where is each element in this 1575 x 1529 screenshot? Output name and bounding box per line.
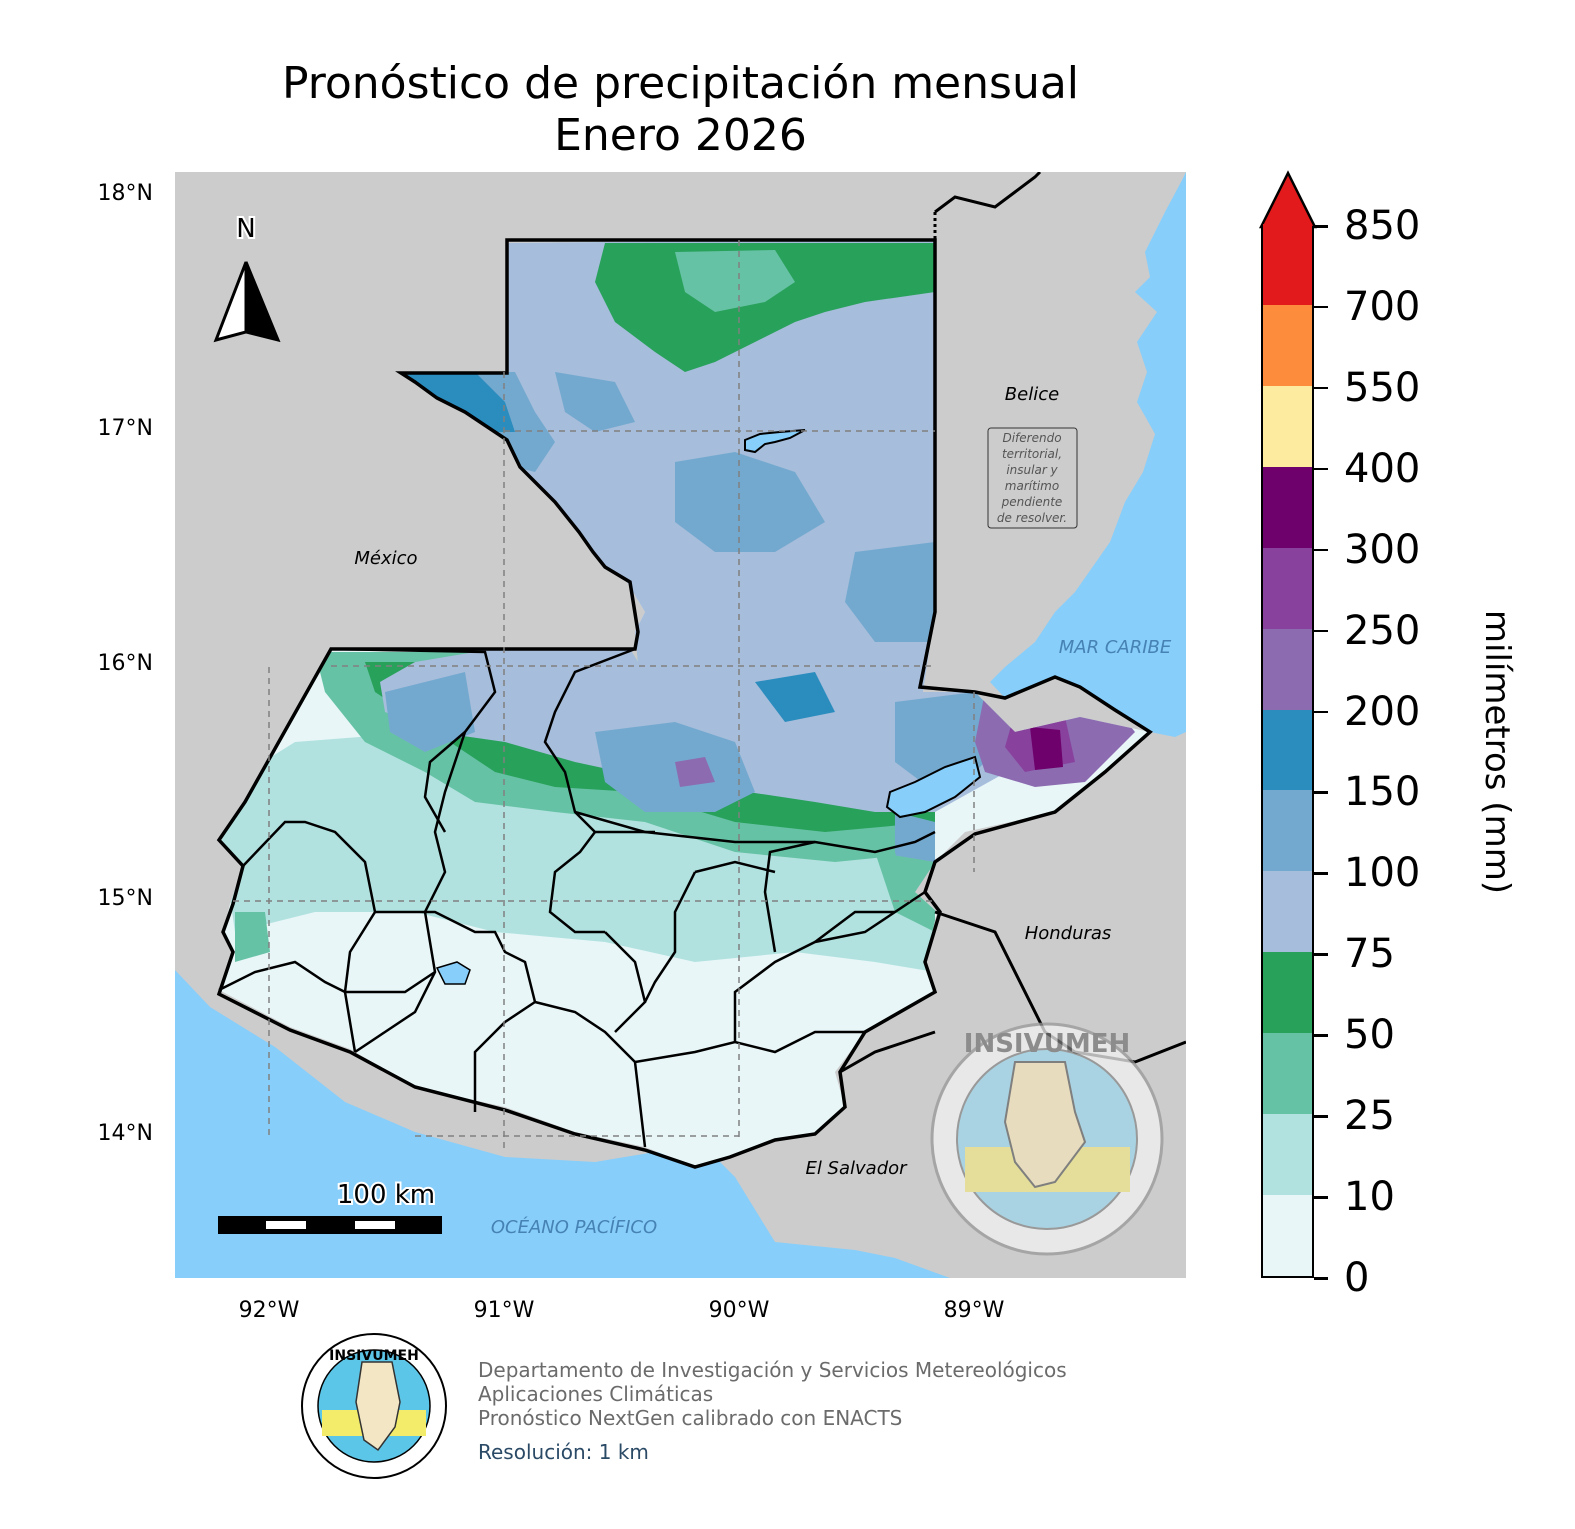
colorbar-tick bbox=[1314, 1115, 1328, 1118]
colorbar-tick-label: 700 bbox=[1344, 283, 1421, 330]
colorbar-tick bbox=[1314, 1277, 1328, 1280]
lat-tick-15n: 15°N bbox=[97, 886, 153, 911]
colorbar-tick bbox=[1314, 953, 1328, 956]
lat-tick-14n: 14°N bbox=[97, 1121, 153, 1146]
guatemala-border bbox=[216, 238, 1153, 1169]
colorbar-segment bbox=[1263, 870, 1312, 953]
svg-text:N: N bbox=[236, 214, 255, 244]
label-el-salvador: El Salvador bbox=[805, 1158, 908, 1179]
label-belice: Belice bbox=[1005, 384, 1059, 405]
colorbar-tick-label: 10 bbox=[1344, 1174, 1395, 1221]
colorbar-tick bbox=[1314, 225, 1328, 228]
footer-section: Aplicaciones Climáticas bbox=[478, 1382, 714, 1406]
footer-resolution: Resolución: 1 km bbox=[478, 1440, 649, 1464]
lon-tick-89w: 89°W bbox=[943, 1298, 1005, 1323]
lat-tick-18n: 18°N bbox=[97, 181, 153, 206]
colorbar-tick bbox=[1314, 872, 1328, 875]
lake-peten-itza bbox=[744, 429, 806, 454]
label-mexico: México bbox=[354, 548, 417, 569]
colorbar-segment bbox=[1263, 304, 1312, 386]
pacific-ocean bbox=[175, 970, 950, 1278]
lon-tick-91w: 91°W bbox=[473, 1298, 535, 1323]
svg-text:INSIVUMEH: INSIVUMEH bbox=[964, 1029, 1130, 1059]
colorbar-segment bbox=[1263, 628, 1312, 710]
colorbar-tick-label: 100 bbox=[1344, 850, 1421, 897]
map-title: Pronóstico de precipitación mensual bbox=[281, 58, 1080, 109]
colorbar bbox=[1261, 223, 1314, 1278]
colorbar-tick bbox=[1314, 305, 1328, 309]
label-oceano-pacifico: OCÉANO PACÍFICO bbox=[491, 1216, 657, 1238]
colorbar-segment bbox=[1263, 1032, 1312, 1115]
svg-text:100 km: 100 km bbox=[337, 1180, 435, 1210]
footer-method: Pronóstico NextGen calibrado con ENACTS bbox=[478, 1406, 903, 1430]
colorbar-tick-label: 50 bbox=[1344, 1012, 1395, 1059]
precipitation-map: México Belice Honduras El Salvador MAR C… bbox=[175, 172, 1186, 1278]
colorbar-tick-label: 850 bbox=[1344, 203, 1421, 249]
svg-text:insular y: insular y bbox=[1006, 463, 1058, 477]
insivumeh-watermark-icon: INSIVUMEH bbox=[930, 1022, 1164, 1256]
colorbar-tick bbox=[1314, 386, 1328, 390]
label-mar-caribe: MAR CARIBE bbox=[1059, 637, 1172, 658]
colorbar-tick-label: 250 bbox=[1344, 607, 1421, 654]
graticule bbox=[233, 240, 975, 1152]
label-honduras: Honduras bbox=[1025, 923, 1112, 944]
department-borders bbox=[218, 647, 936, 1148]
colorbar-tick-label: 0 bbox=[1344, 1255, 1370, 1301]
colorbar-tick bbox=[1314, 1196, 1328, 1199]
lat-tick-17n: 17°N bbox=[97, 416, 153, 441]
colorbar-tick-label: 25 bbox=[1344, 1093, 1395, 1140]
caribbean-sea bbox=[990, 172, 1186, 737]
svg-text:Diferendo: Diferendo bbox=[1002, 431, 1061, 445]
map-subtitle: Enero 2026 bbox=[554, 110, 807, 161]
colorbar-segment bbox=[1263, 951, 1312, 1034]
insivumeh-logo-icon: INSIVUMEH bbox=[301, 1333, 447, 1479]
colorbar-tick bbox=[1314, 791, 1328, 794]
colorbar-segment bbox=[1263, 466, 1312, 548]
lon-tick-92w: 92°W bbox=[238, 1298, 300, 1323]
lon-tick-90w: 90°W bbox=[708, 1298, 770, 1323]
svg-text:INSIVUMEH: INSIVUMEH bbox=[329, 1348, 419, 1364]
colorbar-tick bbox=[1314, 548, 1328, 552]
colorbar-segment bbox=[1263, 709, 1312, 791]
colorbar-segment bbox=[1263, 385, 1312, 467]
colorbar-tick-label: 75 bbox=[1344, 931, 1395, 978]
lake-izabal bbox=[885, 755, 982, 819]
scale-bar: 100 km bbox=[218, 1178, 442, 1234]
colorbar-segment bbox=[1263, 547, 1312, 629]
colorbar-segment bbox=[1263, 1113, 1312, 1196]
north-arrow-icon: N bbox=[213, 212, 281, 343]
colorbar-tick-label: 400 bbox=[1344, 445, 1421, 492]
svg-text:marítimo: marítimo bbox=[1005, 479, 1059, 493]
colorbar-segment bbox=[1263, 223, 1312, 305]
colorbar-tick bbox=[1314, 629, 1328, 633]
dispute-note: Diferendo territorial, insular y marítim… bbox=[987, 427, 1078, 529]
footer-department: Departamento de Investigación y Servicio… bbox=[478, 1358, 1067, 1382]
belize-border bbox=[918, 212, 976, 694]
colorbar-tick bbox=[1314, 1034, 1328, 1037]
mexico-belize-border bbox=[934, 172, 1042, 214]
lake-atitlan bbox=[435, 961, 471, 985]
colorbar-tick-label: 150 bbox=[1344, 769, 1421, 816]
svg-text:pendiente: pendiente bbox=[1001, 495, 1063, 509]
colorbar-tick-label: 550 bbox=[1344, 364, 1421, 411]
lat-tick-16n: 16°N bbox=[97, 651, 153, 676]
colorbar-segment bbox=[1263, 789, 1312, 872]
svg-text:territorial,: territorial, bbox=[1002, 447, 1062, 461]
colorbar-tick-label: 200 bbox=[1344, 688, 1421, 735]
svg-text:de resolver.: de resolver. bbox=[997, 511, 1067, 525]
colorbar-tick-label: 300 bbox=[1344, 526, 1421, 573]
colorbar-tick bbox=[1314, 467, 1328, 471]
colorbar-tick bbox=[1314, 710, 1328, 714]
colorbar-unit-label: milímetros (mm) bbox=[1477, 609, 1517, 895]
salvador-border bbox=[839, 1030, 936, 1074]
colorbar-segment bbox=[1263, 1194, 1312, 1276]
colorbar-extend-arrow bbox=[1258, 170, 1318, 229]
